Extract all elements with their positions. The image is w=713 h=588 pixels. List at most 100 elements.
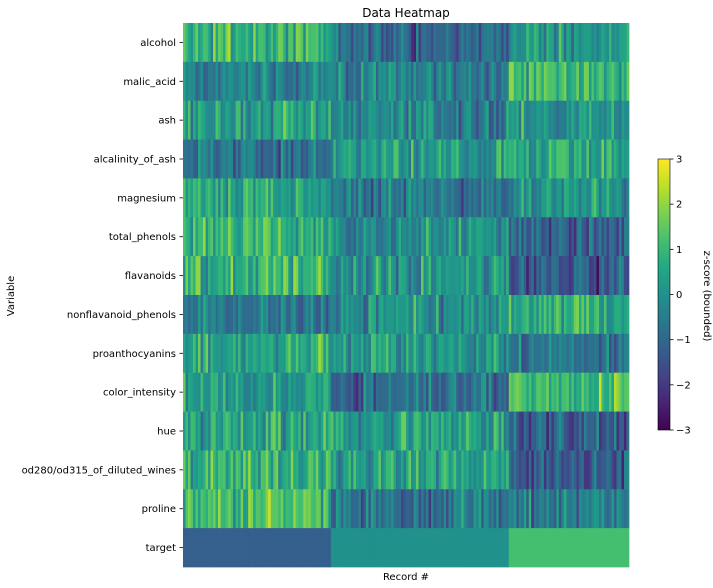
heatmap-cell — [456, 333, 459, 374]
heatmap-cell — [593, 295, 597, 335]
heatmap-cell — [576, 372, 580, 412]
heatmap-cell — [228, 295, 231, 335]
heatmap-cell — [481, 295, 485, 335]
heatmap-cell — [185, 489, 189, 529]
heatmap-cell — [375, 528, 379, 568]
heatmap-cell — [526, 61, 530, 102]
heatmap-cell — [486, 256, 490, 296]
heatmap-cell — [501, 178, 505, 218]
heatmap-cell — [501, 61, 505, 102]
heatmap-cell — [353, 528, 357, 568]
heatmap-cell — [613, 23, 617, 63]
heatmap-cell — [228, 333, 231, 374]
heatmap-cell — [543, 295, 547, 335]
heatmap-cell — [446, 411, 449, 451]
y-axis-label: Variable — [6, 276, 17, 317]
heatmap-cell — [456, 100, 459, 140]
heatmap-cell — [345, 217, 349, 257]
heatmap-cell — [593, 333, 597, 374]
heatmap-cell — [621, 23, 625, 63]
heatmap-cell — [603, 23, 607, 63]
heatmap-cell — [476, 372, 480, 412]
heatmap-cell — [526, 489, 530, 529]
heatmap-cell — [265, 372, 269, 412]
heatmap-cell — [473, 489, 477, 529]
heatmap-cell — [385, 23, 389, 63]
heatmap-cell — [603, 256, 607, 296]
heatmap-cell — [205, 411, 209, 451]
heatmap-cell — [233, 61, 236, 102]
heatmap-cell — [233, 100, 236, 140]
heatmap-cell — [300, 217, 304, 257]
heatmap-cell — [546, 372, 550, 412]
heatmap-cell — [523, 23, 527, 63]
heatmap-cell — [546, 23, 550, 63]
heatmap-cell — [568, 489, 572, 529]
heatmap-cell — [235, 333, 239, 374]
heatmap-cell — [393, 333, 397, 374]
heatmap-cell — [208, 372, 211, 412]
heatmap-cell — [270, 295, 274, 335]
heatmap-cell — [511, 217, 515, 257]
heatmap-cell — [441, 256, 444, 296]
heatmap-cell — [581, 61, 585, 102]
heatmap-cell — [476, 489, 480, 529]
heatmap-cell — [363, 450, 367, 490]
heatmap-cell — [238, 528, 241, 568]
heatmap-cell — [333, 217, 337, 257]
heatmap-cell — [285, 100, 289, 140]
heatmap-cell — [295, 256, 299, 296]
heatmap-cell — [553, 333, 557, 374]
heatmap-cell — [348, 256, 352, 296]
heatmap-cell — [328, 139, 332, 179]
heatmap-cell — [288, 23, 292, 63]
heatmap-cell — [586, 295, 590, 335]
heatmap-cell — [553, 61, 557, 102]
heatmap-cell — [546, 100, 550, 140]
heatmap-cell — [233, 178, 236, 218]
heatmap-cell — [255, 100, 259, 140]
heatmap-cell — [353, 295, 357, 335]
heatmap-cell — [315, 333, 319, 374]
heatmap-cell — [388, 295, 392, 335]
heatmap-cell — [523, 178, 527, 218]
heatmap-cell — [586, 139, 590, 179]
heatmap-cell — [308, 61, 312, 102]
heatmap-cell — [411, 100, 414, 140]
heatmap-cell — [611, 178, 615, 218]
heatmap-cell — [233, 333, 236, 374]
heatmap-cell — [328, 61, 332, 102]
heatmap-cell — [253, 528, 257, 568]
heatmap-cell — [188, 23, 191, 63]
heatmap-cell — [203, 61, 206, 102]
heatmap-cell — [518, 411, 522, 451]
heatmap-cell — [270, 139, 274, 179]
heatmap-cell — [355, 256, 359, 296]
heatmap-cell — [195, 61, 199, 102]
heatmap-cell — [496, 333, 500, 374]
heatmap-cell — [280, 333, 284, 374]
heatmap-cell — [313, 489, 317, 529]
heatmap-cell — [471, 217, 475, 257]
heatmap-cell — [413, 295, 417, 335]
heatmap-cell — [345, 100, 349, 140]
heatmap-cell — [330, 372, 334, 412]
heatmap-cell — [453, 139, 457, 179]
heatmap-cell — [275, 61, 279, 102]
heatmap-cell — [198, 178, 201, 218]
heatmap-cell — [208, 178, 211, 218]
heatmap-cell — [398, 217, 402, 257]
heatmap-cell — [466, 61, 469, 102]
heatmap-cell — [498, 256, 502, 296]
heatmap-cell — [193, 23, 196, 63]
heatmap-cell — [443, 295, 447, 335]
heatmap-cell — [543, 139, 547, 179]
heatmap-cell — [521, 139, 525, 179]
heatmap-cell — [506, 61, 510, 102]
heatmap-cell — [521, 333, 525, 374]
heatmap-cell — [195, 372, 199, 412]
heatmap-cell — [501, 450, 505, 490]
heatmap-cell — [483, 489, 487, 529]
heatmap-cell — [513, 450, 517, 490]
